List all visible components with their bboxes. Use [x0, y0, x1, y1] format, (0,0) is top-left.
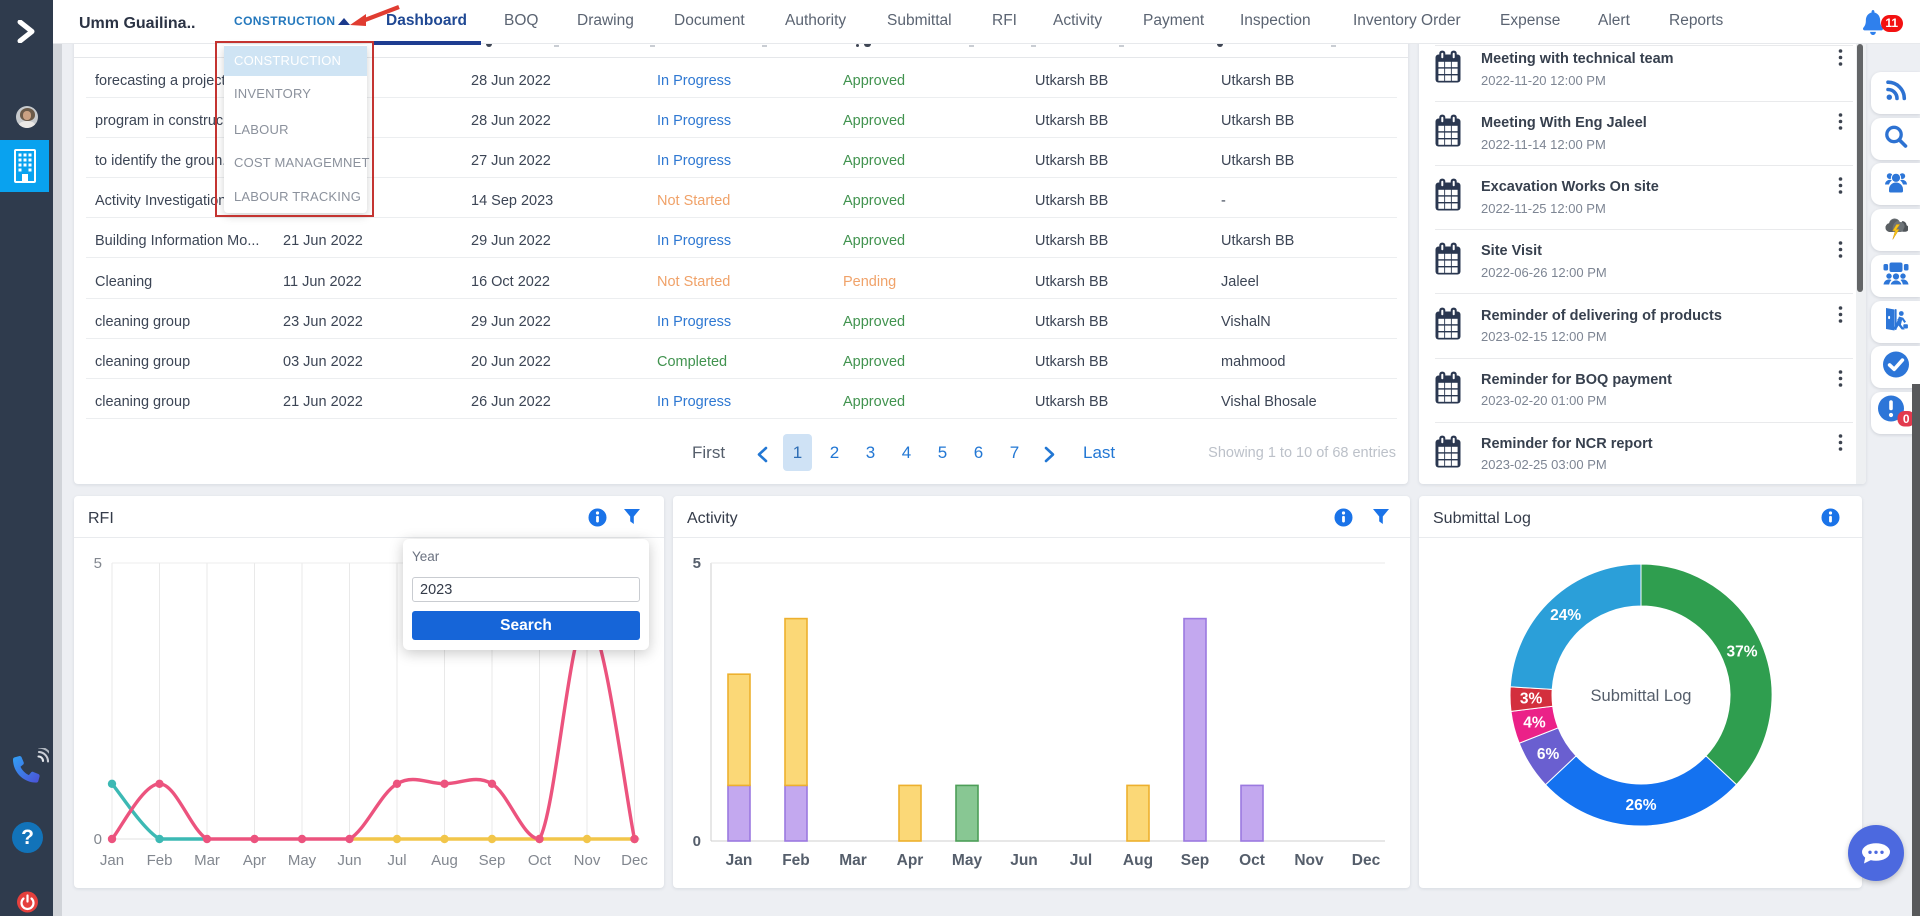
- svg-text:May: May: [288, 852, 317, 869]
- svg-text:0: 0: [1902, 412, 1909, 426]
- svg-text:37%: 37%: [1726, 643, 1757, 660]
- svg-text:4%: 4%: [1523, 714, 1546, 731]
- svg-text:0: 0: [693, 833, 701, 850]
- svg-text:Jan: Jan: [726, 852, 753, 869]
- svg-text:May: May: [952, 852, 983, 869]
- svg-text:Mar: Mar: [839, 852, 867, 869]
- svg-text:Dec: Dec: [621, 852, 648, 869]
- svg-text:Jun: Jun: [337, 852, 361, 869]
- svg-text:Jun: Jun: [1010, 852, 1038, 869]
- svg-text:Jul: Jul: [1070, 852, 1092, 869]
- svg-text:Apr: Apr: [243, 852, 266, 869]
- svg-text:Oct: Oct: [1239, 852, 1265, 869]
- svg-text:Aug: Aug: [431, 852, 458, 869]
- svg-text:Submittal Log: Submittal Log: [1591, 687, 1692, 705]
- svg-text:0: 0: [94, 831, 102, 848]
- svg-text:Jul: Jul: [387, 852, 406, 869]
- svg-text:Nov: Nov: [574, 852, 601, 869]
- svg-text:5: 5: [94, 555, 102, 572]
- svg-text:Dec: Dec: [1352, 852, 1381, 869]
- svg-text:5: 5: [693, 555, 701, 572]
- svg-text:Feb: Feb: [782, 852, 810, 869]
- svg-text:Sep: Sep: [479, 852, 506, 869]
- svg-text:Aug: Aug: [1123, 852, 1153, 869]
- svg-text:24%: 24%: [1550, 607, 1581, 624]
- svg-text:6%: 6%: [1537, 746, 1560, 763]
- svg-text:Mar: Mar: [194, 852, 220, 869]
- svg-text:Jan: Jan: [100, 852, 124, 869]
- svg-text:Apr: Apr: [897, 852, 924, 869]
- svg-text:Feb: Feb: [147, 852, 173, 869]
- svg-text:Oct: Oct: [528, 852, 552, 869]
- svg-text:Sep: Sep: [1181, 852, 1209, 869]
- svg-text:3%: 3%: [1520, 691, 1543, 708]
- svg-text:Nov: Nov: [1294, 852, 1324, 869]
- svg-text:26%: 26%: [1625, 797, 1656, 814]
